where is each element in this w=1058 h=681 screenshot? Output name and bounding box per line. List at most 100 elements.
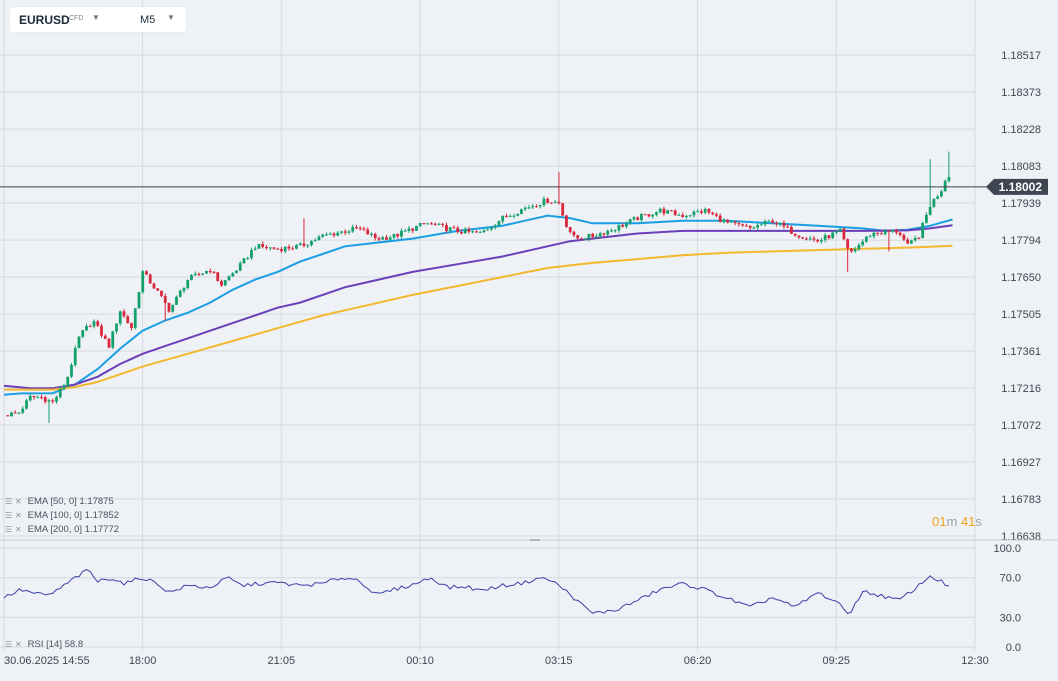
candle-body — [313, 240, 317, 242]
candle-body — [868, 236, 872, 238]
candle-body — [385, 237, 388, 240]
candle-body — [767, 220, 771, 222]
countdown-minutes: 01 — [932, 514, 947, 529]
candle-body — [40, 397, 43, 399]
candle-body — [242, 258, 246, 264]
candle — [917, 237, 921, 240]
candle — [666, 209, 670, 214]
candle-body — [673, 210, 677, 215]
settings-icon[interactable]: ☰ — [5, 497, 13, 506]
candle-body — [580, 238, 583, 240]
candle — [568, 226, 572, 234]
candle-body — [426, 223, 430, 225]
rsi-line — [3, 569, 949, 615]
candle — [790, 225, 793, 235]
symbol-label[interactable]: EURUSD — [19, 13, 70, 27]
candle-body — [793, 233, 797, 236]
candle — [400, 228, 403, 239]
price-axis[interactable]: 1.18517 1.18373 1.18228 1.18083 1.17939 1.177… — [1001, 50, 1041, 543]
candle — [850, 248, 853, 253]
ema-line-2 — [3, 224, 953, 390]
timeframe-label[interactable]: M5 — [140, 14, 156, 26]
candle-body — [711, 212, 715, 215]
candle — [827, 234, 831, 240]
settings-icon[interactable]: ☰ — [5, 525, 13, 534]
candle-body — [782, 222, 786, 227]
timeframe-chevron-down-icon[interactable]: ▼ — [167, 13, 175, 22]
candle — [51, 398, 55, 404]
candle-body — [328, 233, 332, 235]
candle — [197, 272, 201, 277]
candle-body — [520, 209, 523, 214]
symbol-chevron-down-icon[interactable]: ▼ — [92, 13, 100, 22]
candle-body — [707, 208, 711, 213]
close-icon[interactable]: ✕ — [15, 525, 22, 534]
candle — [167, 302, 171, 313]
candle — [433, 222, 437, 226]
candle-body — [265, 246, 268, 249]
candle-body — [460, 231, 463, 234]
candle-body — [655, 212, 658, 215]
legend-value: 1.17772 — [84, 524, 120, 535]
time-axis[interactable]: 30.06.2025 14:55 18:00 21:05 00:10 03:15 06:2… — [4, 655, 989, 667]
candle-body — [418, 222, 422, 226]
candle — [351, 224, 355, 233]
candle — [842, 227, 846, 241]
settings-icon[interactable]: ☰ — [5, 511, 13, 520]
candle-body — [430, 223, 433, 225]
candle-body — [257, 243, 261, 249]
candle — [257, 243, 261, 249]
candle — [891, 229, 895, 233]
candle-body — [865, 236, 868, 242]
candle-body — [373, 233, 377, 239]
candle — [760, 222, 763, 226]
candle — [752, 226, 756, 229]
candle — [613, 229, 617, 233]
candle — [343, 229, 347, 236]
candle — [793, 233, 797, 237]
candle-body — [81, 330, 85, 337]
settings-icon[interactable]: ☰ — [5, 640, 13, 649]
candle — [388, 235, 392, 241]
candle — [895, 228, 898, 235]
candle-body — [25, 400, 28, 409]
candle-body — [422, 222, 426, 224]
candle-body — [186, 279, 190, 289]
candle-body — [632, 217, 636, 220]
candle-body — [546, 198, 550, 203]
candle — [235, 270, 238, 274]
candle — [418, 222, 422, 228]
candle — [482, 229, 486, 234]
candle-body — [182, 288, 186, 291]
close-icon[interactable]: ✕ — [15, 497, 22, 506]
candle — [265, 245, 268, 250]
close-icon[interactable]: ✕ — [15, 511, 22, 520]
candle-body — [936, 196, 940, 199]
candle — [47, 398, 51, 423]
candle-body — [396, 233, 400, 237]
candle — [111, 330, 115, 350]
candle-body — [107, 338, 111, 348]
candle-body — [752, 227, 756, 229]
time-tick-label: 06:20 — [684, 655, 712, 667]
pane-resize-handle[interactable] — [530, 539, 540, 541]
candle-body — [137, 292, 141, 309]
candle-body — [628, 219, 632, 223]
time-tick-label: 30.06.2025 14:55 — [4, 655, 90, 667]
candle — [261, 241, 265, 249]
candle — [865, 236, 868, 243]
price-tick-label: 1.17361 — [1001, 346, 1041, 358]
candle — [332, 232, 336, 238]
candle-body — [587, 233, 591, 239]
candle — [857, 242, 861, 251]
legend-value: 1.17852 — [84, 510, 120, 521]
candles — [6, 151, 951, 423]
candle-body — [43, 397, 47, 402]
candle — [925, 212, 928, 224]
close-icon[interactable]: ✕ — [15, 640, 22, 649]
price-tick-label: 1.17072 — [1001, 420, 1041, 432]
candle-body — [921, 222, 925, 239]
candle — [730, 221, 733, 223]
